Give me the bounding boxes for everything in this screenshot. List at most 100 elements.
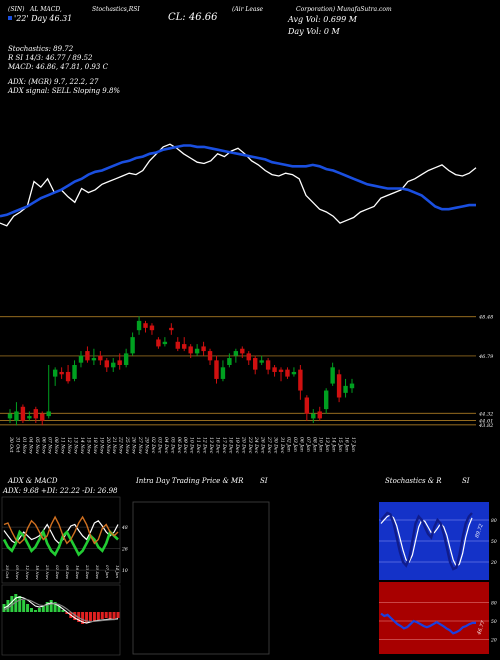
candle-body — [85, 351, 90, 361]
candle-body — [220, 367, 226, 379]
candle-body — [104, 360, 109, 368]
date-label: 24 Dec — [253, 436, 259, 454]
date-label: 02 Jan — [285, 437, 291, 452]
candle-body — [207, 351, 213, 361]
candle-body — [156, 339, 161, 347]
candle-body — [46, 411, 51, 417]
date-label: 14 Jan — [331, 437, 337, 452]
stoch-panel-title-right: SI — [462, 477, 470, 485]
date-label: 11 Nov — [60, 437, 66, 454]
candle-body — [285, 369, 290, 377]
adx-panel-values: ADX: 9.68 +DI: 22.22 -DI: 26.98 — [3, 487, 118, 495]
macd-histogram-bar — [65, 612, 69, 614]
price-level-label: 44.32 — [478, 411, 493, 417]
info-rsi: R SI 14/3: 46.77 / 89.52 — [8, 54, 93, 62]
date-label: 26 Dec — [260, 436, 266, 454]
rsi-panel-title: SI — [260, 477, 268, 485]
macd-histogram-bar — [104, 612, 108, 618]
candle-body — [317, 411, 322, 419]
candle-body — [136, 320, 142, 331]
macd-histogram-bar — [116, 612, 120, 618]
adx-panel-title: ADX & MACD — [8, 477, 58, 485]
candle-body — [52, 369, 58, 377]
candle-body — [188, 346, 193, 354]
adx-date-label: 07 Jan — [105, 565, 110, 578]
price-level-label: 44.01 — [478, 418, 493, 424]
date-label: 27 Nov — [137, 436, 143, 454]
candle-body — [298, 369, 303, 391]
date-label: 03 Dec — [156, 437, 162, 454]
stoch-k-line — [380, 511, 473, 571]
candle-body — [330, 367, 335, 384]
date-label: 15 Jan — [337, 437, 343, 452]
candle-body — [59, 371, 64, 375]
price-level-label: 46.79 — [478, 354, 494, 360]
adx-date-label: 16 Dec — [75, 565, 80, 580]
adx-date-label: 02 Dec — [55, 565, 60, 580]
rsi-tick-label: 50 — [491, 619, 497, 625]
date-label: 13 Jan — [324, 437, 330, 452]
date-label: 23 Dec — [247, 436, 253, 454]
macd-line — [3, 596, 119, 624]
date-label: 29 Nov — [144, 436, 150, 454]
date-label: 20 Nov — [105, 436, 111, 454]
date-label: 06 Jan — [298, 437, 304, 452]
date-label: 06 Dec — [176, 437, 182, 454]
adx-date-label: 25 Nov — [45, 564, 50, 580]
date-label: 16 Jan — [344, 437, 350, 452]
date-label: 14 Nov — [79, 437, 85, 454]
stoch-tick-label: 20 — [490, 560, 497, 566]
candle-body — [20, 406, 26, 421]
candle-body — [98, 355, 103, 361]
candle-body — [149, 325, 155, 331]
date-label: 04 Dec — [163, 437, 169, 454]
date-label: 12 Nov — [66, 437, 72, 454]
macd-histogram-bar — [81, 612, 85, 624]
macd-histogram-bar — [53, 602, 57, 612]
date-label: 04 Nov — [27, 437, 33, 454]
candle-body — [40, 413, 45, 421]
macd-histogram-bar — [73, 612, 77, 620]
candle-body — [27, 416, 32, 419]
macd-histogram-bar — [92, 612, 96, 621]
date-label: 05 Dec — [169, 437, 175, 454]
date-label: 09 Dec — [182, 437, 188, 454]
date-label: 17 Dec — [221, 437, 227, 454]
adx-tick-label: 10 — [122, 568, 128, 574]
date-label: 30 Oct — [8, 437, 14, 453]
candle-body — [123, 353, 129, 365]
date-label: 21 Nov — [111, 436, 117, 454]
info-adx: ADX: (MGR) 9.7, 22.2, 27 — [8, 78, 99, 86]
candle-body — [72, 365, 77, 379]
candle-body — [214, 360, 219, 379]
date-label: 11 Dec — [195, 437, 201, 454]
info-adx-signal: ADX signal: SELL Sloping 9.8% — [8, 87, 121, 95]
info-macd: MACD: 46.86, 47.81, 0.93 C — [8, 63, 108, 71]
header-crumb-4: Corporation) MunafaSutra.com — [296, 6, 392, 13]
candle-body — [304, 397, 310, 414]
header-crumb-3: (Air Lease — [232, 6, 264, 13]
price-level-label: 48.48 — [478, 315, 493, 321]
macd-histogram-bar — [14, 594, 18, 612]
stoch-tick-label: 80 — [491, 518, 497, 524]
macd-histogram-bar — [45, 602, 49, 612]
candle-body — [78, 355, 84, 363]
candle-body — [162, 341, 168, 345]
candle-body — [14, 411, 19, 421]
adx-date-label: 18 Nov — [35, 565, 40, 580]
macd-histogram-bar — [49, 600, 53, 612]
macd-histogram-bar — [88, 612, 92, 622]
candle-body — [169, 327, 174, 331]
adx-panel-frame — [1, 496, 121, 584]
macd-panel-frame — [1, 584, 121, 656]
macd-histogram-bar — [2, 604, 6, 612]
date-label: 07 Nov — [47, 437, 53, 454]
candle-body — [182, 344, 187, 349]
macd-histogram-bar — [112, 612, 116, 620]
date-label: 15 Nov — [85, 437, 91, 454]
candle-body — [278, 369, 284, 372]
stoch-panel-title: Stochastics & R — [385, 477, 442, 485]
adx-tick-label: 26 — [121, 547, 128, 553]
date-label: 01 Nov — [21, 437, 27, 454]
date-label: 10 Jan — [318, 437, 324, 452]
